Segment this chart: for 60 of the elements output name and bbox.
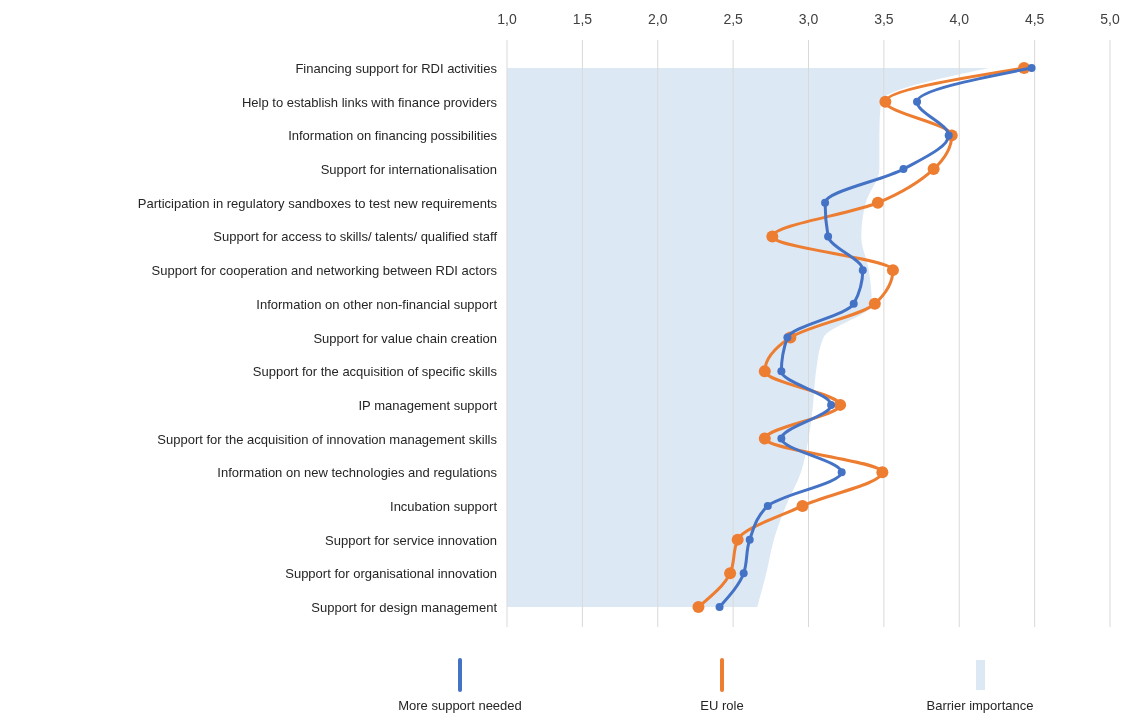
point — [724, 567, 737, 580]
point — [739, 569, 748, 578]
point — [821, 198, 830, 207]
y-tick-label: Support for cooperation and networking between RDI actors — [151, 263, 498, 279]
point — [876, 466, 889, 479]
point — [783, 333, 792, 342]
point — [858, 266, 867, 275]
x-tick-label: 2,5 — [723, 11, 744, 27]
point — [692, 601, 705, 613]
point — [837, 468, 846, 477]
point — [796, 499, 809, 512]
x-tick-label: 4,0 — [949, 11, 970, 27]
y-tick-label: Support for the acquisition of specific skills — [252, 364, 498, 380]
point — [715, 603, 724, 611]
y-tick-label: Participation in regulatory sandboxes to test new requirements — [137, 195, 498, 211]
x-tick-label: 4,5 — [1024, 11, 1045, 27]
point — [777, 434, 786, 443]
y-tick-label: Information on other non-financial support — [256, 296, 498, 312]
point — [879, 95, 892, 108]
x-tick-label: 3,5 — [874, 11, 894, 27]
point — [927, 163, 940, 176]
y-tick-label: Information on new technologies and regulations — [217, 465, 498, 481]
point — [731, 533, 744, 546]
point — [745, 535, 754, 544]
point — [868, 297, 881, 310]
x-tick-label: 1,0 — [497, 11, 517, 27]
y-tick-label: IP management support — [358, 397, 498, 413]
x-tick-label: 2,0 — [648, 11, 668, 27]
point — [834, 398, 847, 411]
point — [849, 299, 858, 308]
x-tick-label: 1,5 — [572, 11, 593, 27]
y-tick-label: Support for design management — [311, 600, 498, 615]
point — [758, 365, 771, 378]
y-tick-label: Incubation support — [390, 498, 498, 514]
legend-label: More support needed — [398, 698, 522, 713]
x-tick-label: 5,0 — [1100, 11, 1120, 27]
point — [763, 501, 772, 510]
y-tick-label: Help to establish links with finance providers — [241, 94, 498, 110]
y-tick-label: Support for access to skills/ talents/ qualified staff — [213, 229, 498, 245]
point — [758, 432, 771, 445]
point — [913, 97, 922, 106]
point — [777, 367, 786, 376]
point — [1027, 64, 1036, 72]
y-tick-label: Support for internationalisation — [320, 162, 497, 178]
y-tick-label: Support for value chain creation — [313, 330, 497, 346]
y-tick-label: Support for organisational innovation — [285, 566, 497, 582]
y-tick-label: Financing support for RDI activities — [295, 61, 498, 76]
point — [827, 400, 836, 409]
point — [824, 232, 833, 241]
y-tick-label: Information on financing possibilities — [288, 128, 498, 144]
legend-label: Barrier importance — [926, 698, 1034, 713]
y-tick-label: Support for service innovation — [325, 532, 497, 548]
point — [766, 230, 779, 243]
legend-label: EU role — [700, 698, 744, 713]
x-tick-label: 3,0 — [798, 11, 819, 27]
point — [944, 131, 953, 140]
point — [886, 264, 899, 277]
y-tick-label: Support for the acquisition of innovation management skills — [157, 431, 498, 447]
point — [871, 196, 884, 209]
point — [899, 165, 908, 174]
